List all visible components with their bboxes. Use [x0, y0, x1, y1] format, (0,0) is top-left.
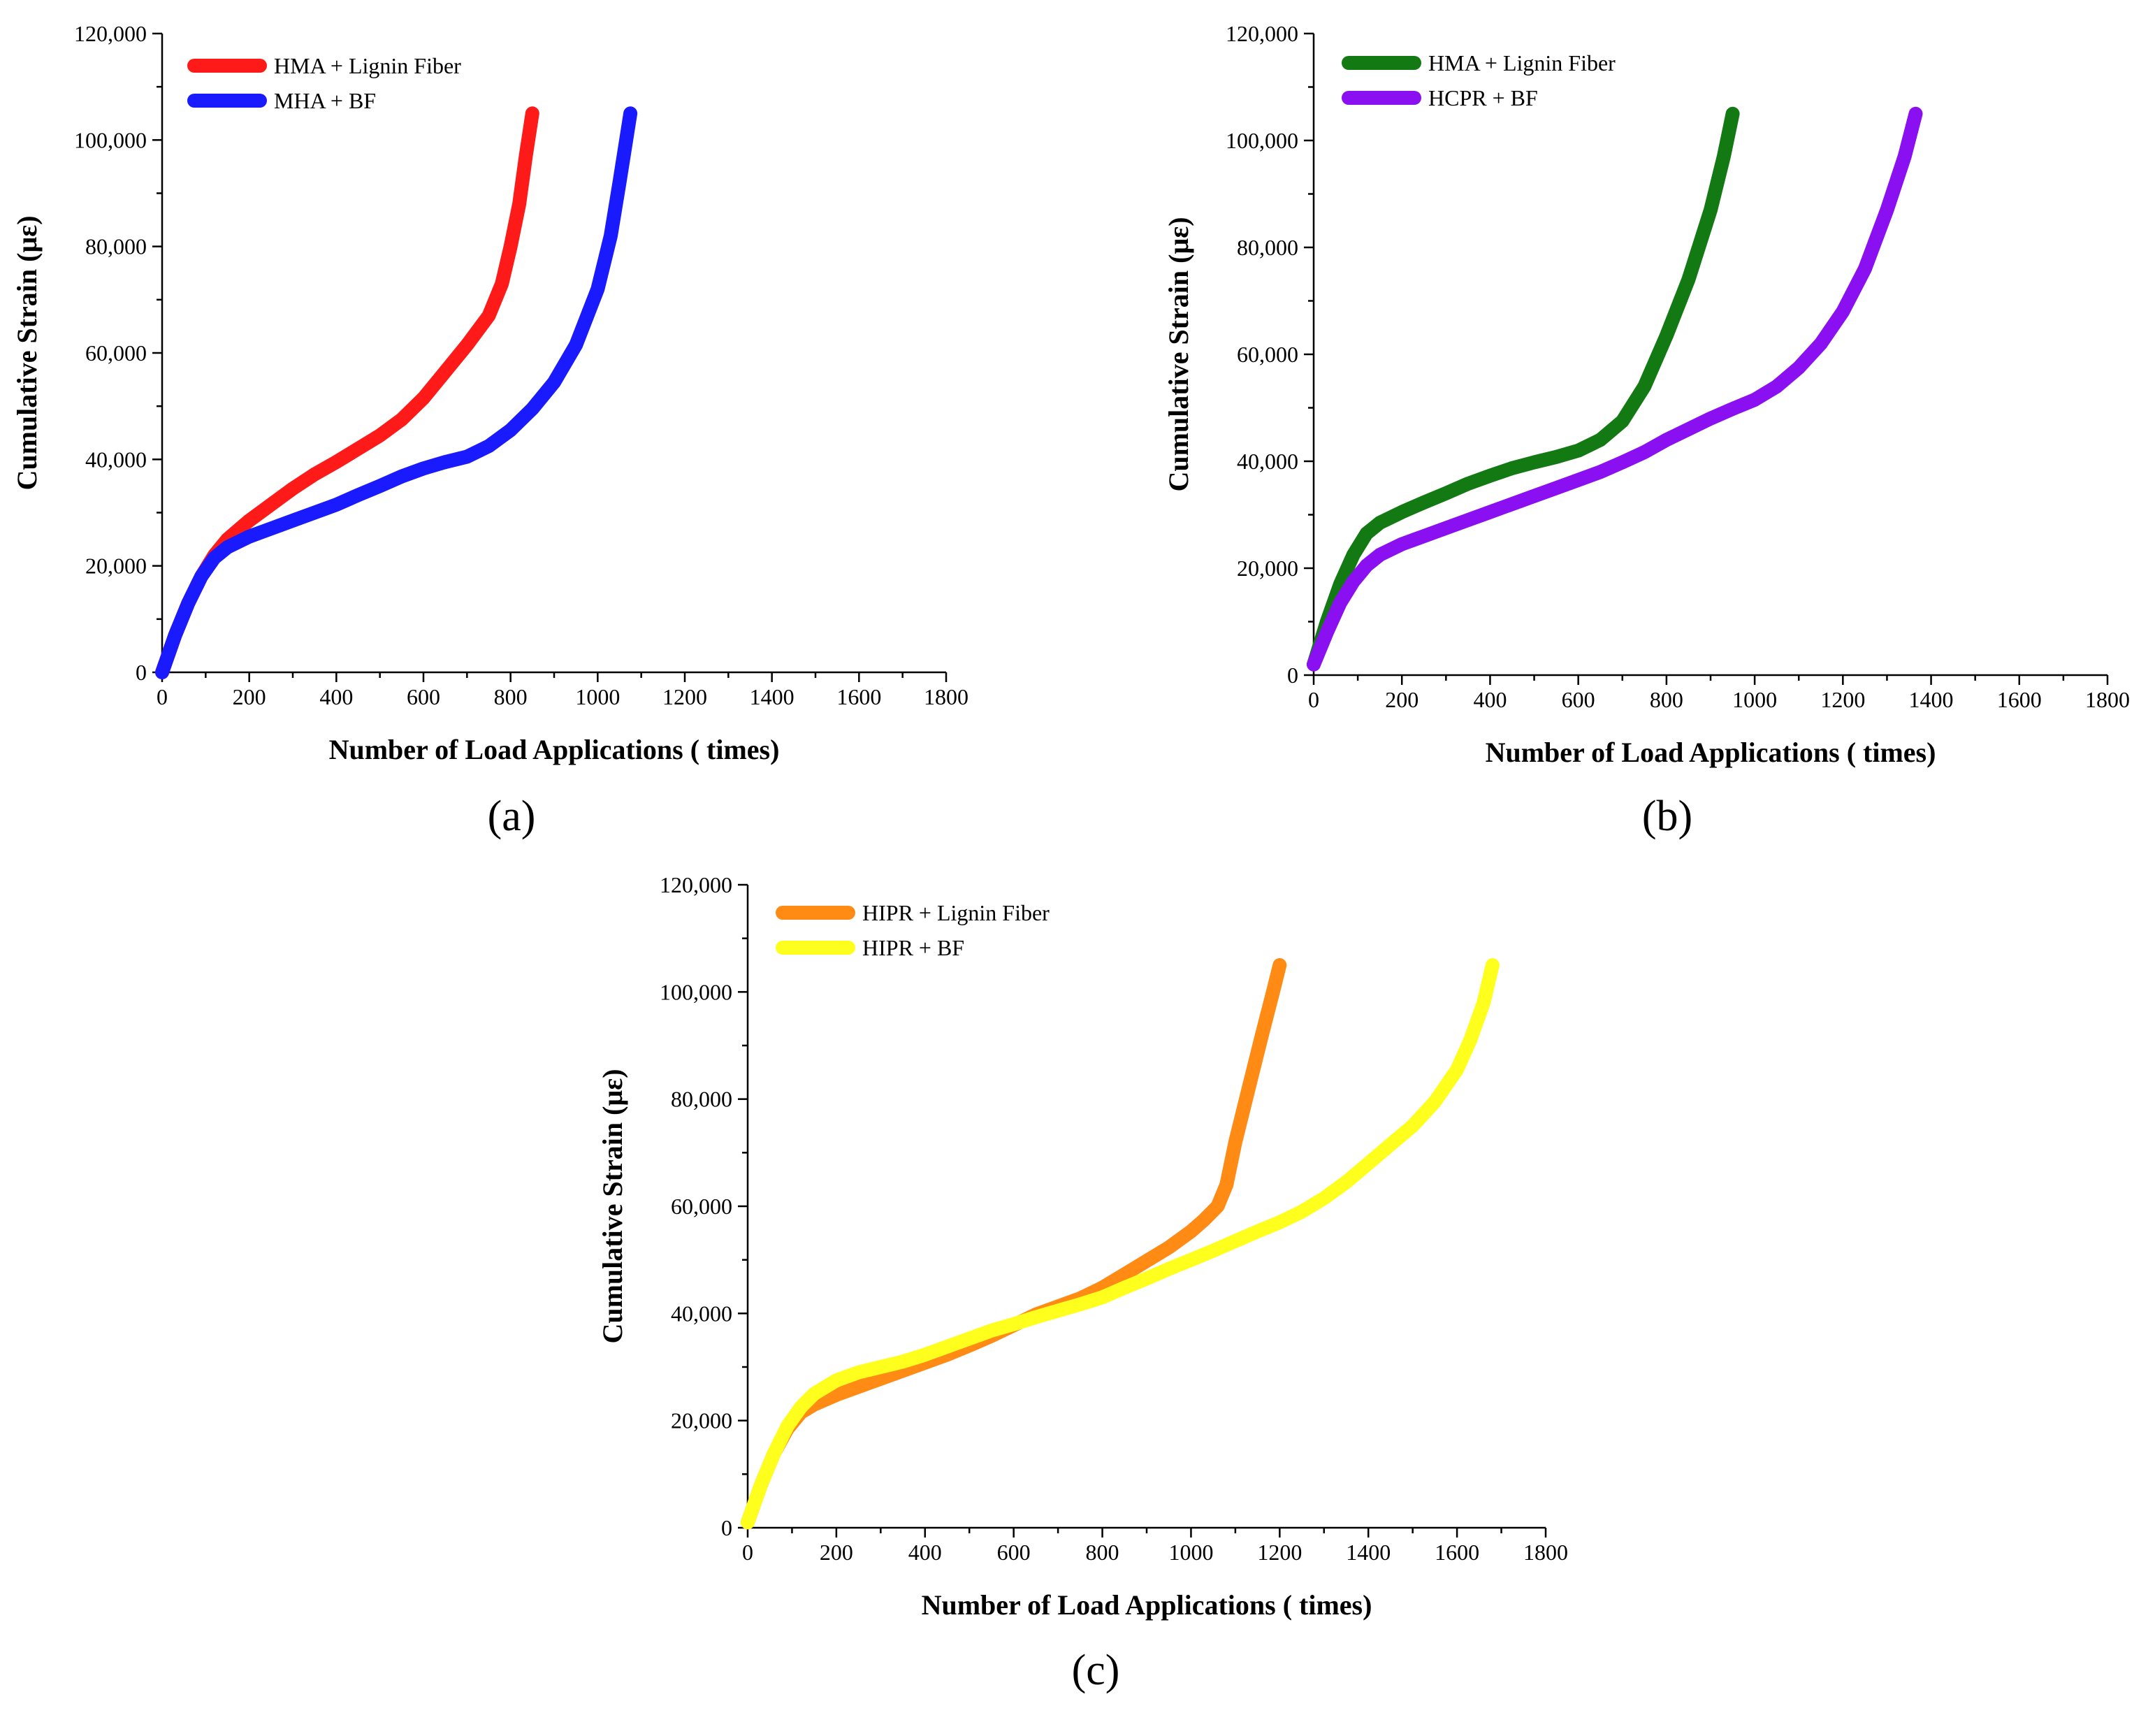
- chart-panel-1: 0 200 400 600 800 1000 1200 1400 1600 1800 0 20,000…: [11, 21, 968, 840]
- y-tick-label: 100,000: [74, 127, 147, 152]
- y-tick-label: 0: [1287, 663, 1298, 688]
- panel-label: (a): [488, 793, 536, 840]
- x-tick-label: 1600: [1435, 1540, 1479, 1565]
- x-tick-label: 200: [820, 1540, 853, 1565]
- chart-panel-3: 0 200 400 600 800 1000 1200 1400 1600 1800 0 20,000…: [597, 872, 1568, 1694]
- x-tick-label: 1600: [836, 684, 881, 709]
- y-tick-label: 20,000: [1237, 556, 1298, 581]
- x-tick-label: 1800: [1523, 1540, 1568, 1565]
- legend-label-2: HIPR + BF: [862, 935, 964, 960]
- x-tick-label: 0: [157, 684, 168, 709]
- x-tick-label: 400: [908, 1540, 942, 1565]
- x-tick-label: 1600: [1997, 687, 2042, 712]
- x-tick-label: 1800: [924, 684, 968, 709]
- x-tick-label: 1000: [1732, 687, 1777, 712]
- x-axis-title: Number of Load Applications ( times): [1486, 737, 1936, 768]
- panel-label: (c): [1072, 1647, 1120, 1694]
- y-tick-label: 100,000: [1226, 128, 1298, 153]
- x-tick-label: 200: [1385, 687, 1418, 712]
- y-tick-label: 20,000: [85, 554, 147, 579]
- x-tick-label: 0: [1308, 687, 1319, 712]
- y-axis-title: Cumulative Strain (με): [11, 215, 43, 490]
- x-tick-label: 1400: [1909, 687, 1954, 712]
- y-axis-title: Cumulative Strain (με): [1163, 217, 1194, 491]
- legend-label-2: MHA + BF: [274, 88, 376, 113]
- x-axis-title: Number of Load Applications ( times): [329, 734, 780, 765]
- y-tick-label: 0: [136, 660, 147, 685]
- x-tick-label: 800: [1086, 1540, 1119, 1565]
- series-line-1: [1307, 106, 1740, 672]
- y-tick-label: 40,000: [1237, 449, 1298, 474]
- y-tick-label: 120,000: [74, 21, 147, 46]
- legend-label-1: HIPR + Lignin Fiber: [862, 900, 1050, 925]
- x-tick-label: 600: [407, 684, 440, 709]
- y-axis-title: Cumulative Strain (με): [597, 1069, 628, 1343]
- y-tick-label: 40,000: [85, 447, 147, 472]
- x-axis-title: Number of Load Applications ( times): [922, 1589, 1372, 1621]
- y-tick-label: 80,000: [1237, 235, 1298, 260]
- legend-label-2: HCPR + BF: [1428, 85, 1538, 110]
- chart-panel-2: 0 200 400 600 800 1000 1200 1400 1600 1800 0 20,000…: [1163, 21, 2130, 840]
- y-tick-label: 100,000: [660, 979, 732, 1004]
- y-tick-label: 60,000: [1237, 342, 1298, 367]
- x-tick-label: 1200: [1257, 1540, 1302, 1565]
- y-tick-label: 60,000: [671, 1194, 732, 1219]
- y-tick-label: 120,000: [660, 872, 732, 897]
- x-tick-label: 400: [319, 684, 353, 709]
- x-tick-label: 1200: [662, 684, 707, 709]
- x-tick-label: 1400: [1346, 1540, 1391, 1565]
- x-tick-label: 1000: [1168, 1540, 1213, 1565]
- y-tick-label: 60,000: [85, 340, 147, 366]
- x-tick-label: 1800: [2085, 687, 2130, 712]
- series-line-2: [1307, 106, 1923, 672]
- x-tick-label: 800: [494, 684, 528, 709]
- panel-label: (b): [1642, 793, 1692, 840]
- y-tick-label: 20,000: [671, 1408, 732, 1433]
- x-tick-label: 600: [1562, 687, 1595, 712]
- series-line-2: [741, 958, 1500, 1530]
- x-tick-label: 1000: [575, 684, 620, 709]
- x-tick-label: 600: [997, 1540, 1031, 1565]
- x-tick-label: 0: [742, 1540, 753, 1565]
- x-tick-label: 1400: [750, 684, 794, 709]
- x-tick-label: 200: [233, 684, 266, 709]
- x-tick-label: 400: [1473, 687, 1507, 712]
- series-line-2: [155, 106, 638, 679]
- legend-label-1: HMA + Lignin Fiber: [1428, 50, 1616, 75]
- y-tick-label: 120,000: [1226, 21, 1298, 46]
- y-tick-label: 80,000: [671, 1087, 732, 1112]
- x-tick-label: 800: [1650, 687, 1683, 712]
- y-tick-label: 40,000: [671, 1301, 732, 1326]
- x-tick-label: 1200: [1820, 687, 1865, 712]
- y-tick-label: 80,000: [85, 234, 147, 259]
- y-tick-label: 0: [721, 1515, 732, 1540]
- legend-label-1: HMA + Lignin Fiber: [274, 53, 461, 78]
